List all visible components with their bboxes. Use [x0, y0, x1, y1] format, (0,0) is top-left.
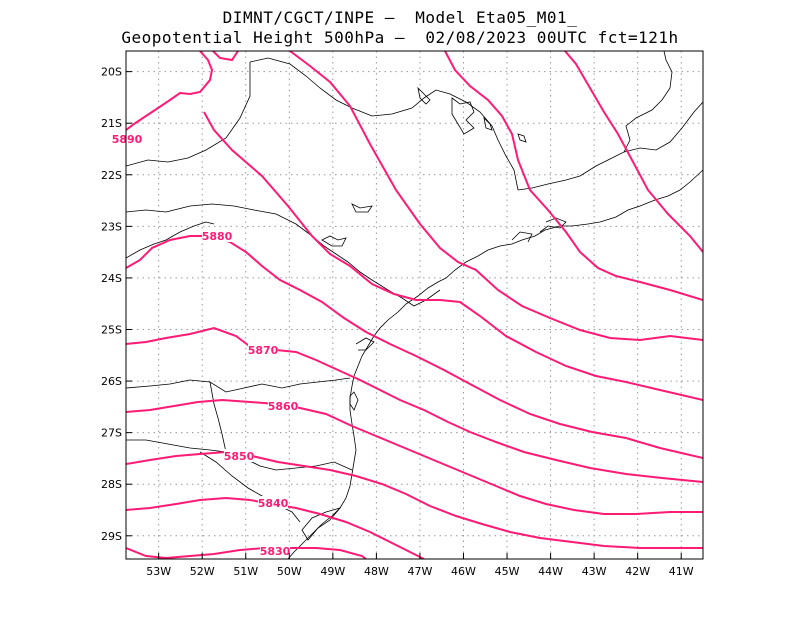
border-paraguay	[126, 221, 215, 259]
contour-label: 5870	[248, 344, 279, 357]
contour-label: 5880	[202, 230, 233, 243]
guanabara-bay	[539, 217, 567, 233]
contour-label-bg	[248, 343, 278, 356]
lon-tick-label: 47W	[408, 565, 433, 578]
lat-tick-label: 24S	[101, 272, 122, 285]
lon-tick-label: 43W	[582, 565, 607, 578]
contour-line-5890c	[289, 51, 703, 342]
border-pr-ms	[126, 209, 167, 213]
contour-label: 5890	[112, 133, 143, 146]
lat-tick-label: 27S	[101, 427, 122, 440]
lon-tick-label: 45W	[495, 565, 520, 578]
reservoir-1	[321, 235, 347, 247]
contour-line-5870	[126, 326, 703, 483]
reservoir-2	[351, 203, 373, 213]
lon-tick-label: 51W	[233, 565, 258, 578]
lat-tick-label: 21S	[101, 117, 122, 130]
contour-label-bg	[112, 132, 142, 145]
paranagua-bay	[355, 337, 375, 351]
contour-label: 5830	[260, 545, 291, 558]
map-title-line2: Geopotential Height 500hPa – 02/08/2023 …	[121, 28, 679, 47]
lon-tick-label: 53W	[146, 565, 171, 578]
contour-label: 5840	[258, 497, 289, 510]
lon-tick-label: 46W	[451, 565, 476, 578]
contour-label: 5850	[224, 450, 255, 463]
map-title-line1: DIMNT/CGCT/INPE – Model Eta05_M01_	[222, 8, 578, 27]
reservoir-5	[483, 116, 493, 131]
lat-tick-label: 29S	[101, 530, 122, 543]
border-ms-sp	[126, 62, 251, 167]
lat-tick-label: 28S	[101, 478, 122, 491]
contour-line-5890	[126, 51, 214, 131]
border-rs-south	[199, 451, 301, 523]
contour-line-5890b	[212, 51, 239, 62]
contour-label: 5860	[268, 400, 299, 413]
contour-label-bg	[224, 449, 254, 462]
border-pr-sp	[165, 203, 441, 307]
santa-catarina-island	[349, 391, 359, 411]
contour-label-bg	[260, 544, 290, 557]
plot-frame	[125, 50, 704, 560]
lon-tick-label: 42W	[625, 565, 650, 578]
border-mg-es-rj	[517, 51, 673, 191]
contour-label-bg	[258, 496, 288, 509]
border-es	[623, 101, 703, 153]
contour-line-5830	[126, 547, 367, 559]
border-pr-sc	[126, 377, 351, 393]
reservoir-3	[451, 97, 475, 135]
lat-tick-label: 26S	[101, 375, 122, 388]
border-argentina	[209, 381, 227, 453]
lon-tick-label: 44W	[538, 565, 563, 578]
lat-tick-label: 20S	[101, 66, 122, 79]
lon-tick-label: 50W	[277, 565, 302, 578]
patos-lagoon	[301, 507, 342, 541]
reservoir-4	[417, 86, 431, 105]
border-sp-mg	[249, 57, 519, 191]
reservoir-6	[517, 133, 527, 143]
lon-tick-label: 41W	[669, 565, 694, 578]
contour-line-5890e	[564, 51, 703, 253]
contour-label-bg	[202, 229, 232, 242]
contour-line-5850	[126, 450, 703, 549]
lon-tick-label: 48W	[364, 565, 389, 578]
lat-tick-label: 25S	[101, 323, 122, 336]
contour-line-5890d	[444, 51, 703, 301]
lat-tick-label: 22S	[101, 169, 122, 182]
contour-line-5880	[126, 235, 703, 459]
lon-tick-label: 52W	[190, 565, 215, 578]
lat-tick-label: 23S	[101, 220, 122, 233]
contour-line-5890f	[203, 111, 703, 401]
lon-tick-label: 49W	[320, 565, 345, 578]
contour-label-bg	[268, 399, 298, 412]
sepetiba-bay	[511, 231, 533, 243]
coastline	[287, 169, 703, 559]
contour-line-5860	[126, 398, 703, 515]
